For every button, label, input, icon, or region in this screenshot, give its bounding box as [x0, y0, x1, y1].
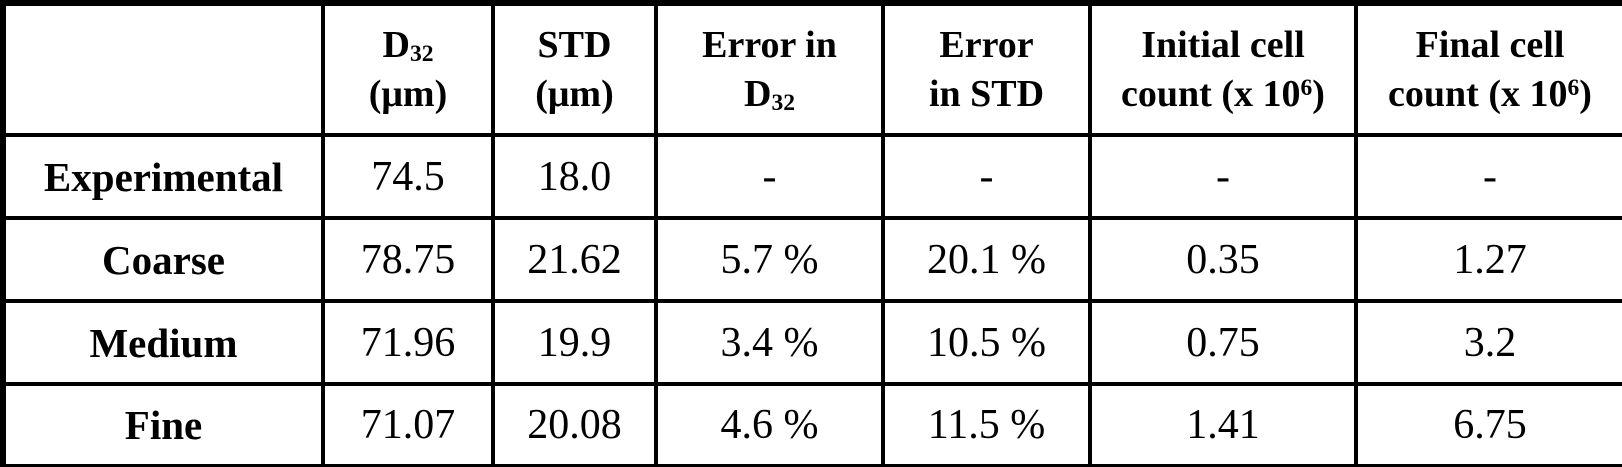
cell-experimental-initial-count: -	[1088, 133, 1358, 220]
table-row-fine: Fine 71.07 20.08 4.6 % 11.5 % 1.41 6.75	[1, 382, 1622, 467]
cell-medium-error-d32: 3.4 %	[654, 299, 885, 386]
cell-medium-initial-count: 0.75	[1088, 299, 1358, 386]
cell-fine-error-d32: 4.6 %	[654, 382, 885, 467]
header-error-std: Error in STD	[881, 1, 1092, 137]
cell-medium-final-count: 3.2	[1354, 299, 1622, 386]
cell-fine-std: 20.08	[491, 382, 658, 467]
row-label-coarse: Coarse	[1, 216, 325, 303]
exponent-6: 6	[1567, 74, 1580, 101]
d32-subscript: 32	[771, 89, 795, 116]
cell-fine-initial-count: 1.41	[1088, 382, 1358, 467]
cell-experimental-error-std: -	[881, 133, 1092, 220]
cell-coarse-error-std: 20.1 %	[881, 216, 1092, 303]
cell-coarse-initial-count: 0.35	[1088, 216, 1358, 303]
header-initial-cell-count: Initial cell count (x 106)	[1088, 1, 1358, 137]
cell-medium-std: 19.9	[491, 299, 658, 386]
header-corner-cell	[1, 1, 325, 137]
d32-subscript: 32	[409, 41, 434, 68]
cell-medium-d32: 71.96	[321, 299, 495, 386]
header-initial-line1: Initial cell	[1141, 23, 1305, 66]
cell-experimental-final-count: -	[1354, 133, 1622, 220]
row-label-experimental: Experimental	[1, 133, 325, 220]
exponent-6: 6	[1300, 74, 1313, 101]
cell-fine-final-count: 6.75	[1354, 382, 1622, 467]
header-final-line1: Final cell	[1415, 23, 1565, 66]
header-std-unit: (μm)	[535, 72, 614, 115]
header-final-line2: count (x 106)	[1388, 72, 1592, 115]
header-d32: D32 (μm)	[321, 1, 495, 137]
header-error-d32-line2: D32	[744, 72, 795, 116]
cell-experimental-std: 18.0	[491, 133, 658, 220]
header-row: D32 (μm) STD (μm) Error in D32 Error in …	[1, 1, 1622, 137]
row-label-medium: Medium	[1, 299, 325, 386]
header-std-title: STD	[537, 23, 612, 66]
header-d32-unit: (μm)	[368, 72, 448, 115]
header-error-std-line2: in STD	[928, 72, 1045, 115]
header-initial-line2: count (x 106)	[1121, 72, 1325, 115]
cell-fine-error-std: 11.5 %	[881, 382, 1092, 467]
header-error-d32: Error in D32	[654, 1, 885, 137]
cell-fine-d32: 71.07	[321, 382, 495, 467]
table-row-experimental: Experimental 74.5 18.0 - - - -	[1, 133, 1622, 220]
cell-experimental-error-d32: -	[654, 133, 885, 220]
cell-coarse-error-d32: 5.7 %	[654, 216, 885, 303]
header-d32-symbol: D32	[382, 23, 434, 68]
header-final-cell-count: Final cell count (x 106)	[1354, 1, 1622, 137]
header-error-d32-line1: Error in	[702, 23, 837, 66]
cell-coarse-d32: 78.75	[321, 216, 495, 303]
cell-medium-error-std: 10.5 %	[881, 299, 1092, 386]
header-error-std-line1: Error	[939, 23, 1034, 66]
cell-coarse-final-count: 1.27	[1354, 216, 1622, 303]
table-row-coarse: Coarse 78.75 21.62 5.7 % 20.1 % 0.35 1.2…	[1, 216, 1622, 303]
row-label-fine: Fine	[1, 382, 325, 467]
cell-coarse-std: 21.62	[491, 216, 658, 303]
table-row-medium: Medium 71.96 19.9 3.4 % 10.5 % 0.75 3.2	[1, 299, 1622, 386]
header-std: STD (μm)	[491, 1, 658, 137]
cell-experimental-d32: 74.5	[321, 133, 495, 220]
